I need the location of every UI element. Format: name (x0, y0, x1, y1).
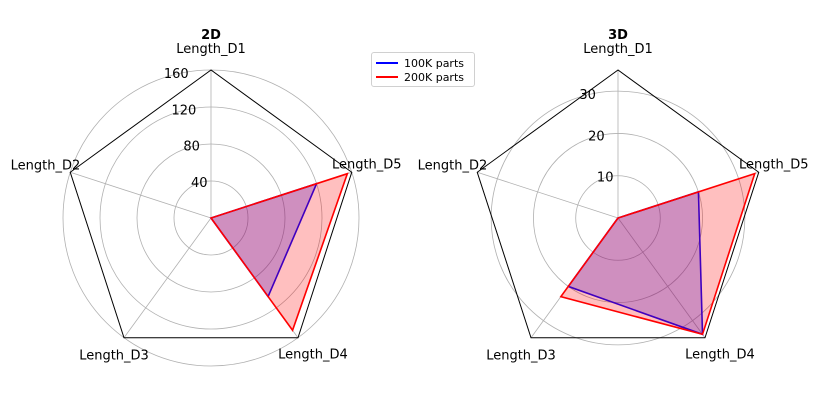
radar-frame (476, 69, 760, 339)
axis-label-length-d3: Length_D3 (79, 349, 149, 364)
radial-tick-label: 40 (191, 176, 208, 191)
spoke-line (70, 171, 212, 219)
legend-entry-100k: 100K parts (376, 56, 464, 70)
spoke-line (477, 171, 619, 219)
legend: 100K parts 200K parts (371, 52, 475, 87)
axis-label-length-d5: Length_D5 (739, 157, 809, 172)
radial-tick-label: 10 (597, 171, 614, 186)
radial-tick-label: 160 (164, 67, 189, 82)
axis-label-length-d4: Length_D4 (685, 348, 755, 363)
chart-title: 3D (608, 28, 628, 43)
radial-tick-label: 80 (183, 140, 200, 155)
axis-label-length-d2: Length_D2 (11, 158, 81, 173)
radar-chart-2d: 40 80 120 160 Length_D1 Length_D2 Length_D3 Len… (11, 28, 402, 367)
axis-label-length-d1: Length_D1 (583, 42, 653, 57)
radial-tick-label: 120 (172, 103, 197, 118)
legend-line-200k (376, 76, 398, 78)
radial-tick-label: 30 (579, 88, 596, 103)
axis-label-length-d1: Length_D1 (176, 42, 246, 57)
radar-chart-3d: 10 20 30 Length_D1 Length_D2 Length_D3 Length_… (418, 28, 809, 364)
legend-label-100k: 100K parts (404, 56, 464, 70)
axis-label-length-d4: Length_D4 (278, 348, 348, 363)
radar-frame (69, 69, 353, 339)
axis-label-length-d3: Length_D3 (486, 349, 556, 364)
spoke-line (617, 217, 706, 338)
axis-label-length-d5: Length_D5 (332, 157, 402, 172)
legend-entry-200k: 200K parts (376, 70, 464, 84)
chart-title: 2D (201, 28, 221, 43)
legend-label-200k: 200K parts (404, 70, 464, 84)
spoke-line (123, 217, 212, 338)
legend-line-100k (376, 62, 398, 64)
radial-tick-label: 20 (588, 129, 605, 144)
axis-label-length-d2: Length_D2 (418, 158, 488, 173)
series-polygon-200k (559, 172, 756, 336)
series-polygon-200k (209, 172, 349, 332)
